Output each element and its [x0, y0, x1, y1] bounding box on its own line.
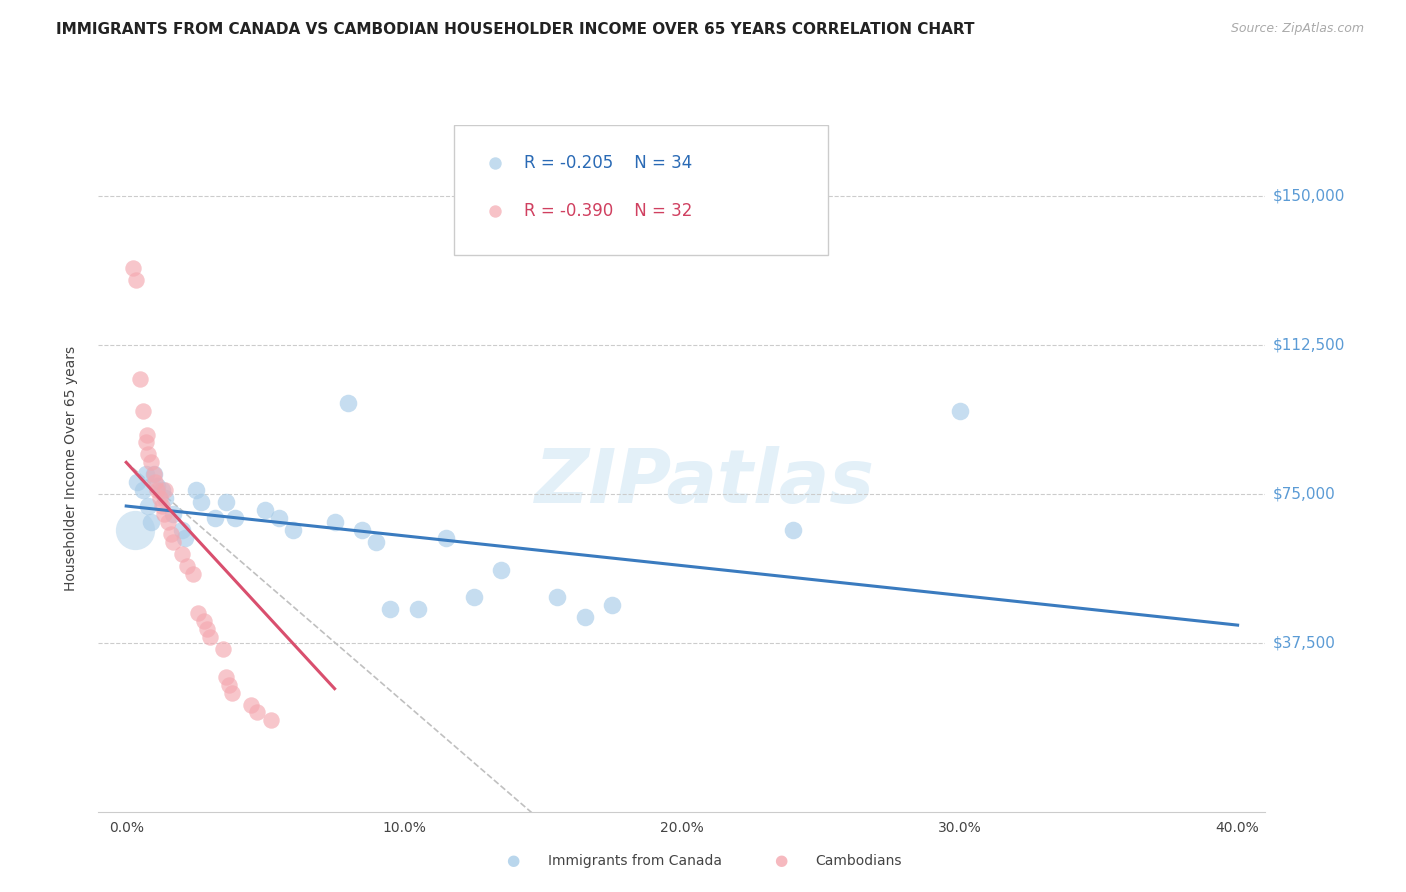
Point: [602, 599, 624, 613]
Point: [218, 678, 240, 692]
Point: [124, 523, 146, 537]
Point: [181, 566, 204, 581]
Point: [240, 698, 263, 712]
Text: R = -0.390    N = 32: R = -0.390 N = 32: [524, 202, 693, 219]
Point: [574, 610, 596, 624]
Text: Immigrants from Canada: Immigrants from Canada: [548, 854, 723, 868]
Point: [173, 531, 195, 545]
Point: [170, 547, 193, 561]
Point: [153, 491, 176, 505]
Point: [141, 515, 163, 529]
Point: [491, 562, 513, 576]
Point: [782, 523, 804, 537]
Point: [546, 591, 568, 605]
Point: [215, 495, 238, 509]
Text: ●: ●: [506, 854, 520, 868]
Point: [267, 511, 290, 525]
Point: [221, 685, 243, 699]
Point: [187, 606, 209, 620]
Point: [135, 435, 157, 450]
Point: [246, 706, 269, 720]
Point: [162, 534, 184, 549]
Text: R = -0.205    N = 34: R = -0.205 N = 34: [524, 153, 693, 171]
Point: [135, 467, 157, 482]
Point: [127, 475, 149, 490]
Point: [463, 591, 485, 605]
Point: [378, 602, 402, 616]
Point: [323, 515, 346, 529]
FancyBboxPatch shape: [454, 125, 828, 255]
Point: [136, 427, 159, 442]
Point: [949, 403, 972, 417]
Point: [260, 714, 283, 728]
Point: [138, 499, 160, 513]
Point: [254, 503, 277, 517]
Point: [366, 534, 388, 549]
Point: [141, 455, 163, 469]
Text: $75,000: $75,000: [1272, 487, 1336, 501]
Point: [124, 785, 146, 799]
Point: [143, 467, 166, 482]
Point: [138, 447, 160, 461]
Text: IMMIGRANTS FROM CANADA VS CAMBODIAN HOUSEHOLDER INCOME OVER 65 YEARS CORRELATION: IMMIGRANTS FROM CANADA VS CAMBODIAN HOUS…: [56, 22, 974, 37]
Point: [195, 622, 218, 636]
Point: [146, 479, 169, 493]
Y-axis label: Householder Income Over 65 years: Householder Income Over 65 years: [63, 346, 77, 591]
Point: [150, 499, 173, 513]
Point: [176, 558, 198, 573]
Point: [124, 785, 146, 799]
Point: [146, 483, 169, 497]
Point: [434, 531, 457, 545]
Point: [337, 396, 360, 410]
Text: Cambodians: Cambodians: [815, 854, 903, 868]
Point: [159, 526, 181, 541]
Point: [204, 511, 226, 525]
Point: [132, 403, 155, 417]
Point: [162, 507, 184, 521]
Point: [193, 614, 215, 628]
Text: $150,000: $150,000: [1272, 189, 1344, 204]
Point: [145, 475, 167, 490]
Point: [143, 467, 166, 482]
Point: [132, 483, 155, 497]
Point: [212, 642, 235, 657]
Point: [281, 523, 304, 537]
Point: [148, 491, 170, 505]
Text: ZIPatlas: ZIPatlas: [536, 445, 876, 518]
Point: [190, 495, 212, 509]
Point: [224, 511, 246, 525]
Point: [406, 602, 429, 616]
Point: [215, 670, 238, 684]
Text: $37,500: $37,500: [1272, 635, 1336, 650]
Text: ●: ●: [773, 854, 787, 868]
Point: [184, 483, 207, 497]
Point: [150, 483, 173, 497]
Point: [352, 523, 374, 537]
Point: [198, 630, 221, 644]
Point: [153, 483, 176, 497]
Text: Source: ZipAtlas.com: Source: ZipAtlas.com: [1230, 22, 1364, 36]
Point: [129, 372, 152, 386]
Point: [122, 260, 145, 275]
Point: [170, 523, 193, 537]
Point: [125, 273, 148, 287]
Text: $112,500: $112,500: [1272, 338, 1344, 352]
Point: [152, 507, 174, 521]
Point: [156, 515, 179, 529]
